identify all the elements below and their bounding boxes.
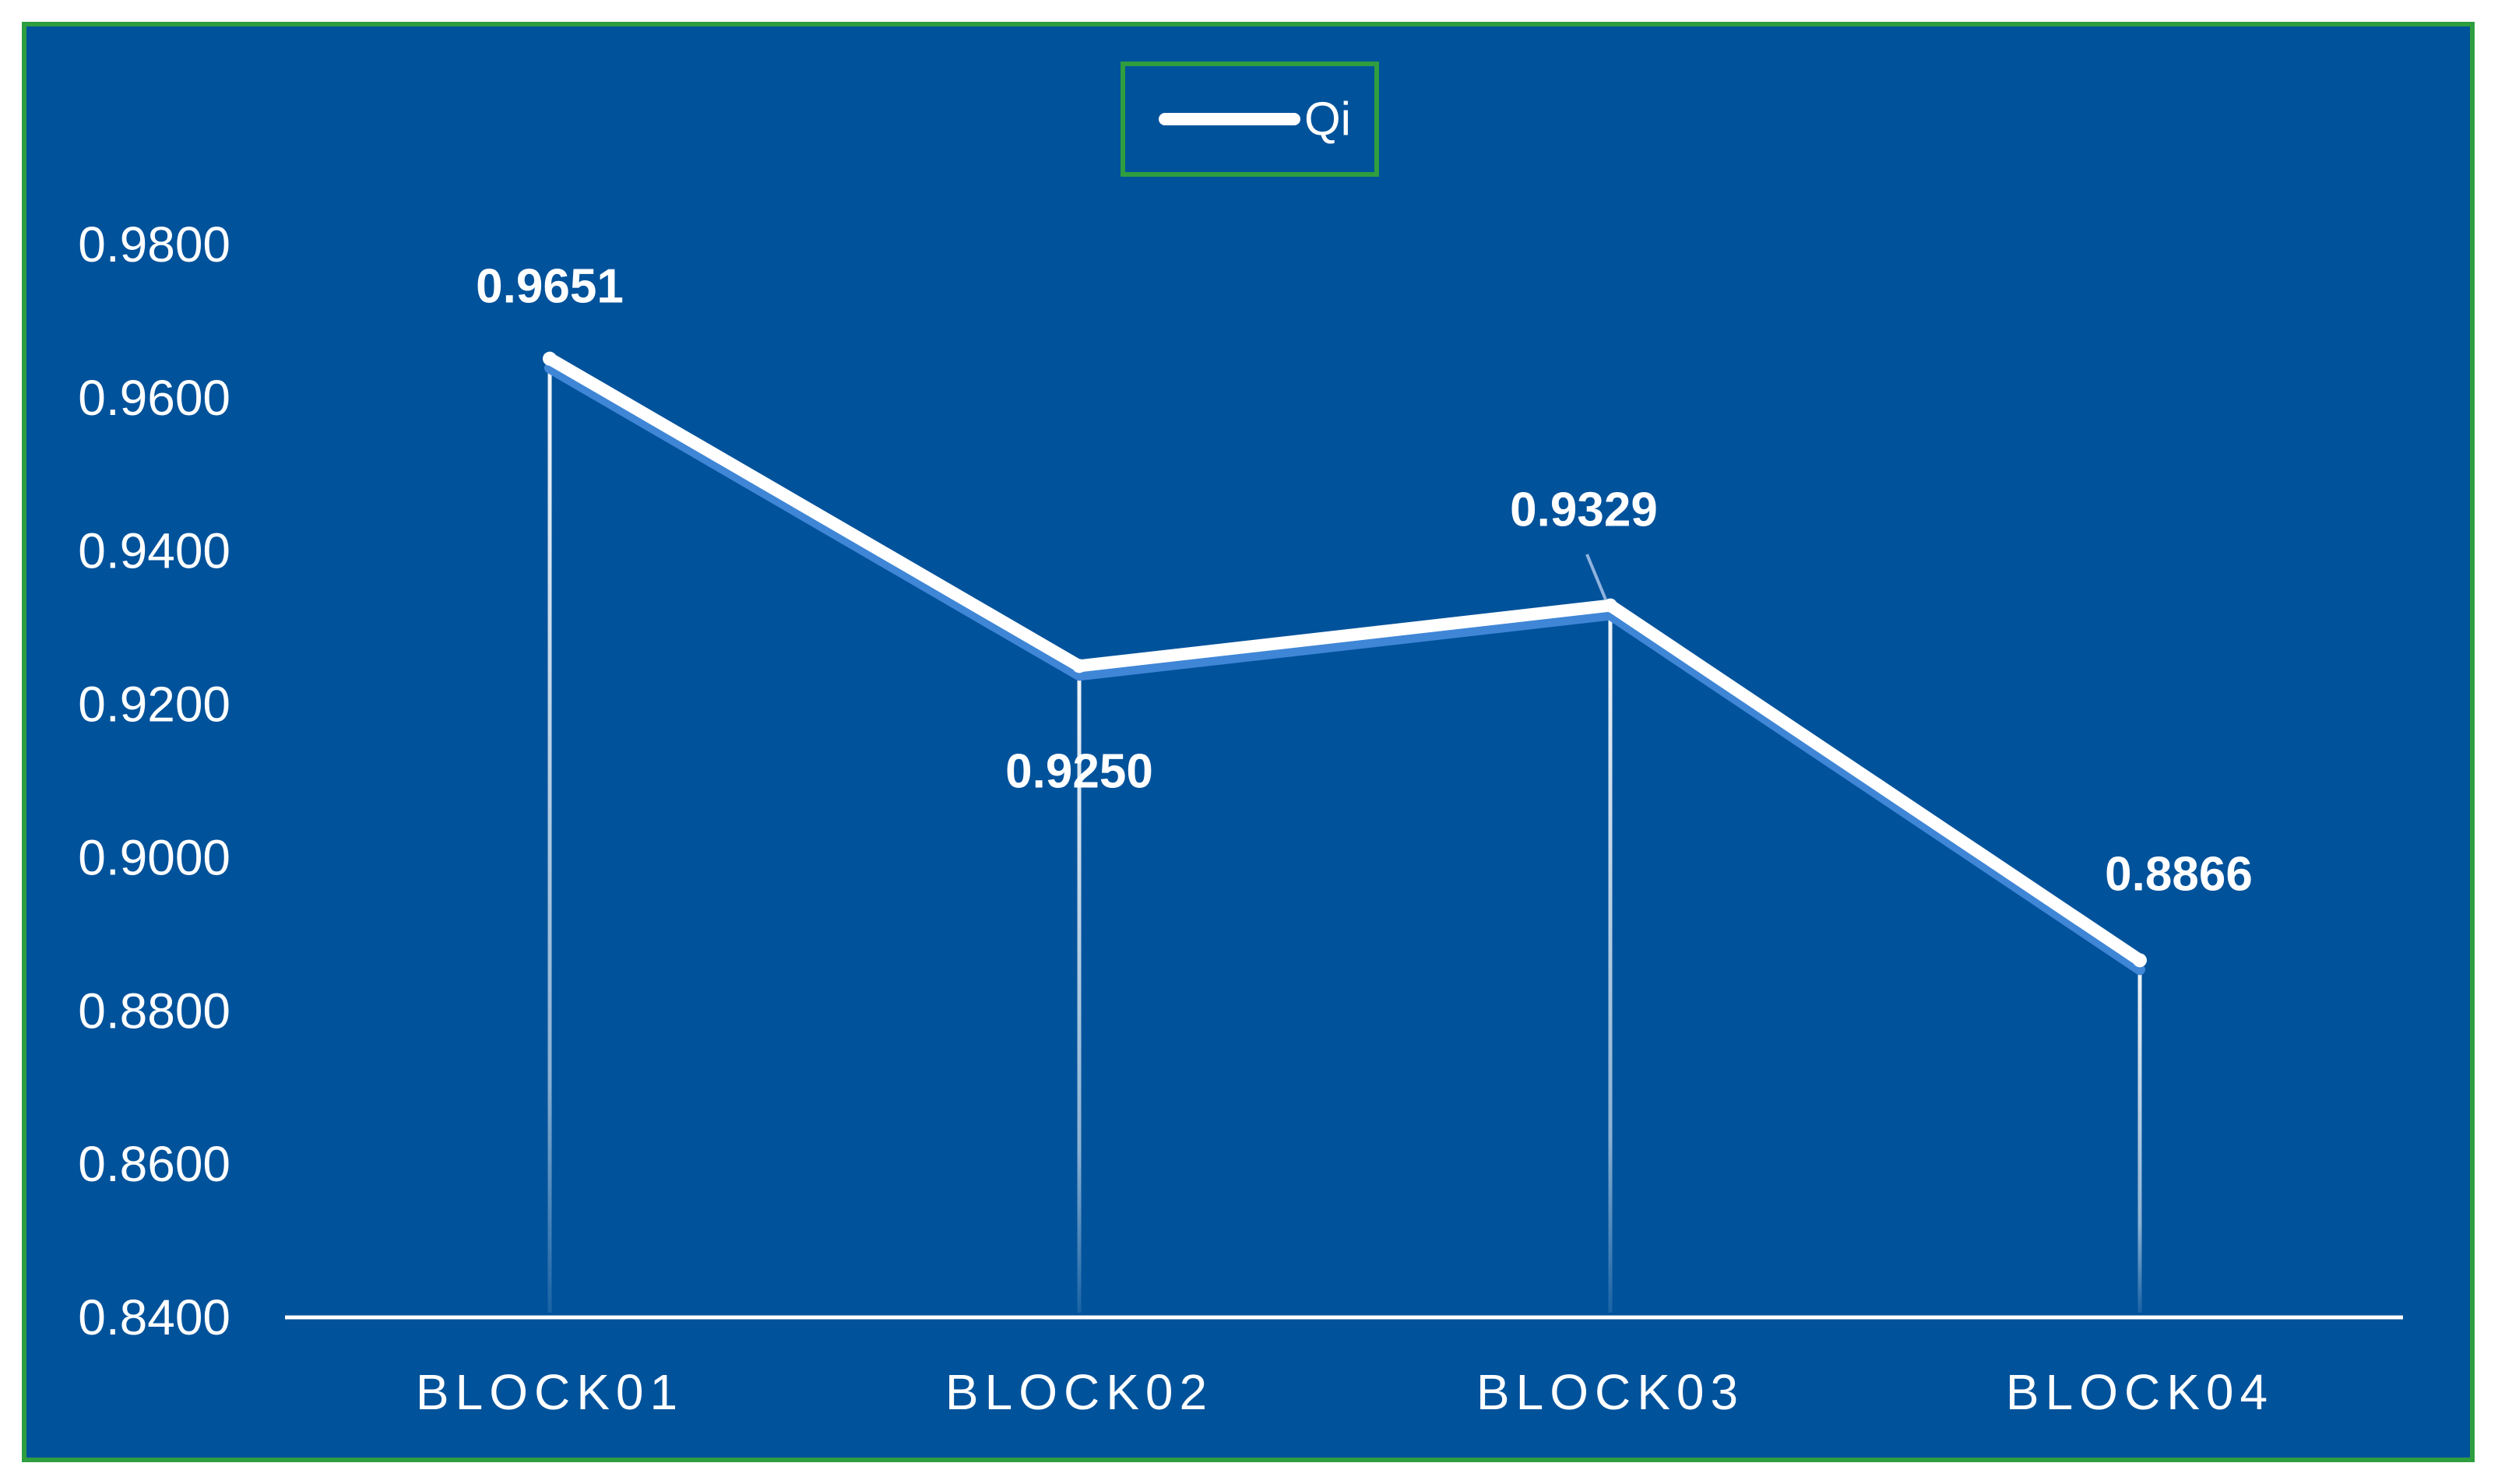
data-label: 0.9329	[1510, 484, 1658, 537]
y-tick-label: 0.9600	[78, 370, 230, 426]
legend: Qi	[1121, 62, 1379, 177]
drop-lines	[547, 358, 2142, 1313]
x-tick-label: BLOCK04	[2006, 1364, 2274, 1420]
drop-line	[2137, 960, 2142, 1313]
legend-box	[1121, 62, 1379, 177]
data-label: 0.8866	[2105, 847, 2253, 901]
series-line-shadow	[544, 362, 2145, 976]
y-tick-label: 0.9400	[78, 523, 230, 579]
data-label: 0.9651	[476, 260, 624, 314]
drop-line	[1077, 666, 1082, 1313]
series-line	[544, 352, 2146, 967]
x-axis: BLOCK01 BLOCK02 BLOCK03 BLOCK04	[416, 1364, 2274, 1420]
drop-line	[547, 358, 552, 1313]
x-tick-label: BLOCK02	[945, 1364, 1213, 1420]
y-tick-label: 0.9800	[78, 216, 230, 273]
label-leader-line	[1585, 554, 1607, 600]
y-axis: 0.8400 0.8600 0.8800 0.9000 0.9200 0.9400 0.96…	[78, 216, 230, 1345]
series-qi	[543, 351, 2147, 976]
legend-label-qi: Qi	[1304, 93, 1351, 145]
y-tick-label: 0.9200	[78, 677, 230, 733]
chart-frame	[22, 22, 2475, 1462]
data-point	[1603, 598, 1617, 613]
y-tick-label: 0.9000	[78, 829, 230, 885]
data-point	[543, 351, 557, 366]
drop-line	[1608, 605, 1613, 1313]
data-point	[1072, 659, 1086, 673]
data-label: 0.9250	[1005, 744, 1153, 798]
y-tick-label: 0.8400	[78, 1289, 230, 1345]
y-tick-label: 0.8600	[78, 1136, 230, 1192]
x-tick-label: BLOCK01	[416, 1364, 684, 1420]
y-tick-label: 0.8800	[78, 983, 230, 1039]
x-tick-label: BLOCK03	[1476, 1364, 1744, 1420]
data-point	[2133, 953, 2147, 968]
data-labels: 0.9651 0.9250 0.9329 0.8866	[476, 260, 2253, 902]
